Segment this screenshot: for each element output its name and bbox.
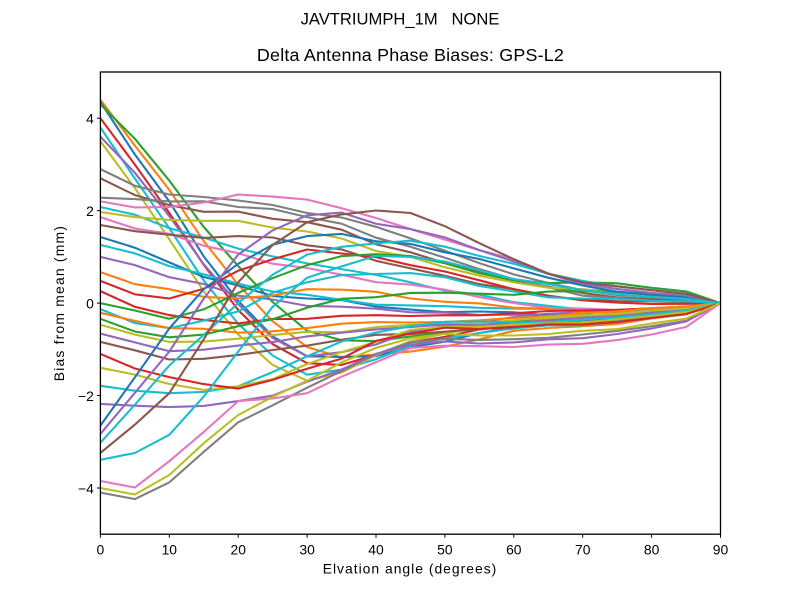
svg-text:−4: −4 xyxy=(78,480,94,496)
svg-text:2: 2 xyxy=(86,203,94,219)
svg-text:10: 10 xyxy=(162,542,178,558)
svg-text:40: 40 xyxy=(368,542,384,558)
svg-text:90: 90 xyxy=(713,542,729,558)
svg-text:4: 4 xyxy=(86,111,94,127)
svg-text:Bias from mean (mm): Bias from mean (mm) xyxy=(51,225,67,381)
svg-text:70: 70 xyxy=(575,542,591,558)
svg-text:20: 20 xyxy=(230,542,246,558)
svg-text:30: 30 xyxy=(299,542,315,558)
svg-text:50: 50 xyxy=(437,542,453,558)
svg-text:60: 60 xyxy=(506,542,522,558)
svg-text:JAVTRIUMPH_1M NONE: JAVTRIUMPH_1M NONE xyxy=(301,10,500,29)
svg-text:80: 80 xyxy=(644,542,660,558)
svg-text:Delta Antenna Phase Biases: GP: Delta Antenna Phase Biases: GPS-L2 xyxy=(257,45,564,65)
svg-text:0: 0 xyxy=(97,542,105,558)
svg-text:−2: −2 xyxy=(78,388,94,404)
svg-text:Elvation angle (degrees): Elvation angle (degrees) xyxy=(323,561,498,577)
svg-text:0: 0 xyxy=(86,295,94,311)
